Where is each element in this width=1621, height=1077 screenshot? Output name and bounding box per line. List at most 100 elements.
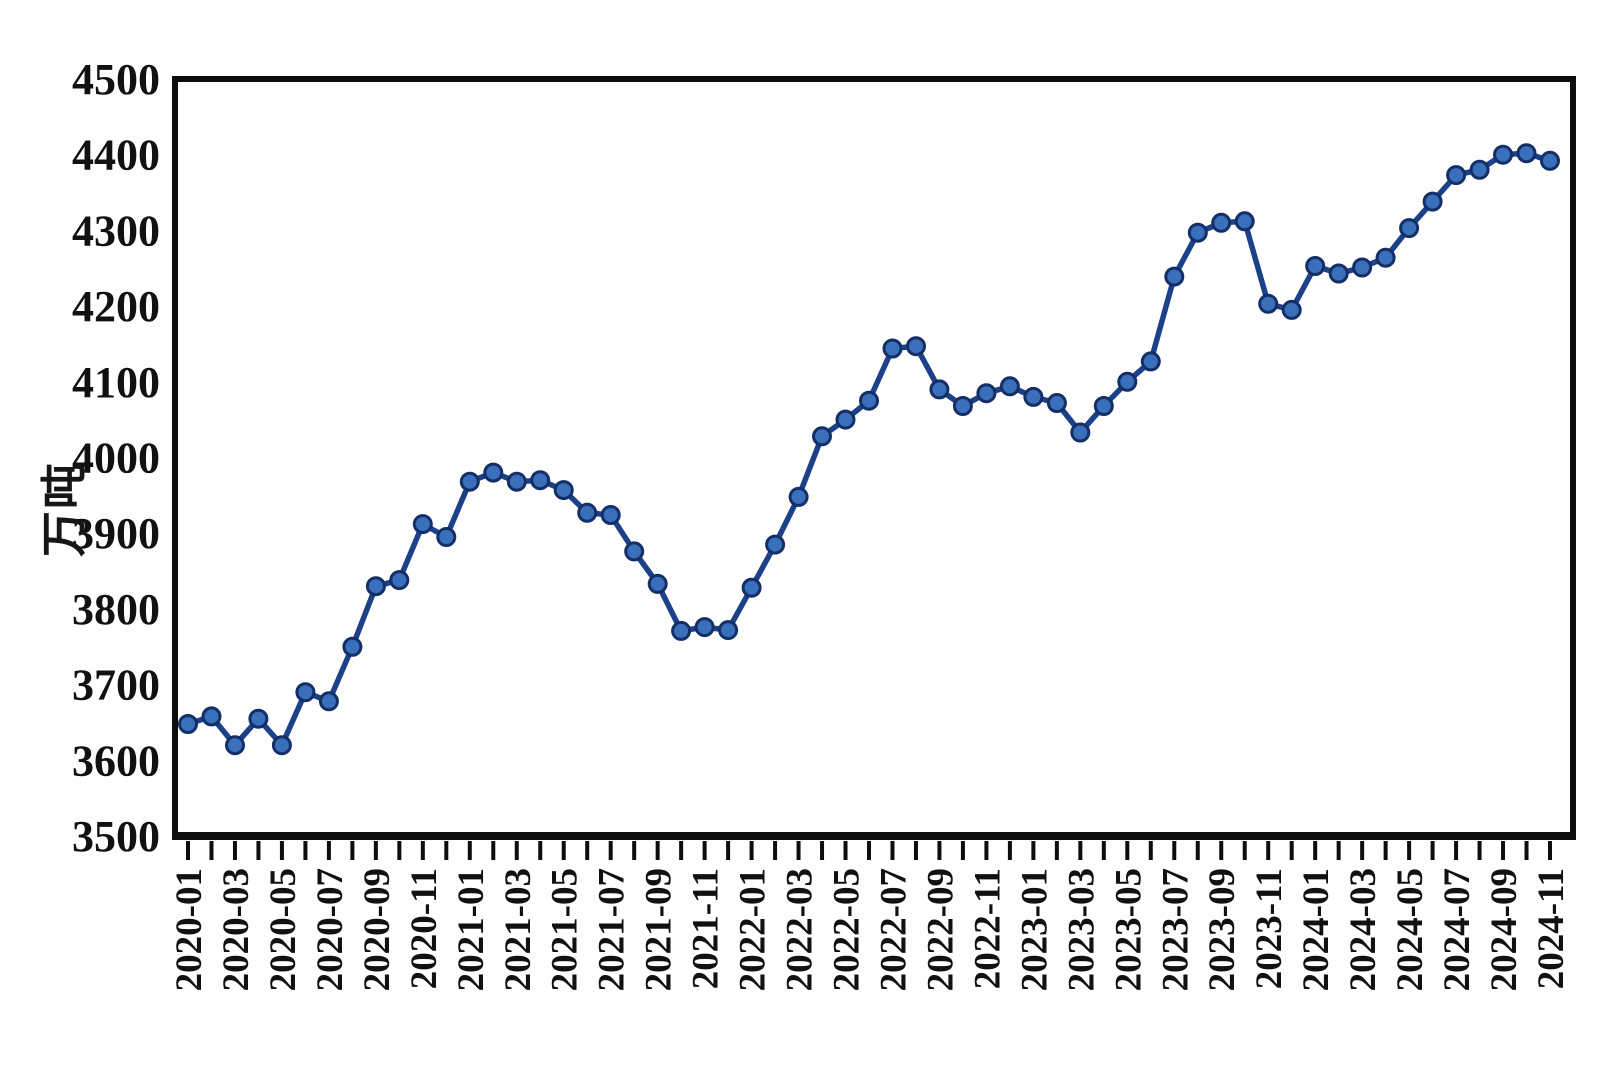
x-axis-tick-label: 2024-11 xyxy=(1531,868,1572,989)
data-point xyxy=(788,486,809,507)
data-point xyxy=(1046,393,1067,413)
data-point xyxy=(1211,212,1232,233)
data-point xyxy=(436,527,457,547)
x-axis-tick-label: 2021-07 xyxy=(592,868,633,991)
x-axis-tick-label: 2020-07 xyxy=(310,868,351,991)
data-point xyxy=(459,471,480,492)
data-point xyxy=(906,336,926,357)
x-axis-tick-label: 2022-09 xyxy=(920,868,961,991)
x-axis-tick-label: 2024-01 xyxy=(1296,868,1337,991)
data-point xyxy=(1281,299,1302,320)
x-axis-tick-label: 2020-03 xyxy=(216,868,257,991)
data-point xyxy=(1399,218,1420,239)
data-point xyxy=(1469,159,1490,180)
x-axis-tick-label: 2023-05 xyxy=(1108,868,1149,991)
x-axis-tick-label: 2023-01 xyxy=(1014,868,1055,991)
x-axis-tick-labels: 2020-01 2020-03 2020-05 2020-07 2020-09 2020-… xyxy=(169,868,1572,991)
x-axis-tick-label: 2020-01 xyxy=(169,868,210,991)
x-axis-tick-label: 2024-07 xyxy=(1437,868,1478,991)
data-point xyxy=(1234,211,1255,232)
data-point xyxy=(178,714,198,734)
x-axis-tick-label: 2022-07 xyxy=(873,868,914,991)
data-point xyxy=(506,471,527,492)
data-point xyxy=(1093,396,1114,416)
data-point xyxy=(952,396,973,416)
x-axis-tick-label: 2021-09 xyxy=(639,868,680,991)
data-point xyxy=(1540,150,1560,171)
data-point xyxy=(600,505,621,525)
x-axis-tick-label: 2020-11 xyxy=(404,868,445,989)
y-axis-tick-label: 4500 xyxy=(72,55,160,104)
x-axis-tick-label: 2022-03 xyxy=(780,868,821,991)
data-point xyxy=(624,541,645,562)
data-point xyxy=(577,502,598,523)
data-point xyxy=(1516,143,1537,164)
data-point xyxy=(1305,256,1326,276)
data-point xyxy=(1023,386,1044,407)
y-axis-tick-label: 4000 xyxy=(72,434,160,483)
data-point xyxy=(553,480,574,501)
data-point xyxy=(647,573,668,594)
data-point xyxy=(812,426,832,447)
x-axis-tick-label: 2021-11 xyxy=(686,868,727,989)
data-point xyxy=(1446,165,1467,186)
data-point xyxy=(859,390,879,411)
x-axis-tick-label: 2024-03 xyxy=(1343,868,1384,991)
data-point xyxy=(929,379,950,400)
data-point xyxy=(248,708,269,729)
x-axis-tick-label: 2021-03 xyxy=(498,868,539,991)
x-axis-tick-label: 2023-09 xyxy=(1202,868,1243,991)
data-point xyxy=(318,691,339,712)
data-point xyxy=(412,514,433,535)
y-axis-tick-label: 3600 xyxy=(72,736,160,785)
data-point xyxy=(1070,422,1091,443)
y-axis-tick-label: 4400 xyxy=(72,131,160,180)
data-point xyxy=(1422,191,1443,212)
trend-line xyxy=(185,150,1553,748)
data-point xyxy=(1493,144,1513,165)
data-point xyxy=(483,462,504,483)
y-axis-title: 万吨 xyxy=(39,461,90,557)
data-point xyxy=(999,376,1020,397)
plot-frame xyxy=(172,76,1576,839)
y-axis-tick-label: 3900 xyxy=(72,509,160,558)
data-point xyxy=(1352,257,1373,278)
data-point xyxy=(389,570,410,591)
y-axis-tick-label: 4200 xyxy=(72,282,160,331)
data-point xyxy=(1375,247,1396,268)
data-point xyxy=(225,735,245,756)
y-axis-tick-label: 3500 xyxy=(72,812,160,861)
plot-frame-group xyxy=(172,76,1576,840)
data-point xyxy=(530,470,551,491)
y-axis-tick-label: 4100 xyxy=(72,358,160,407)
x-axis-tick-label: 2022-05 xyxy=(827,868,868,991)
data-point xyxy=(741,577,762,598)
data-point xyxy=(976,383,997,404)
data-point xyxy=(1140,351,1161,372)
data-point xyxy=(671,620,692,641)
x-axis-tick-label: 2020-05 xyxy=(263,868,304,991)
data-point xyxy=(365,576,386,597)
data-point xyxy=(1328,263,1349,284)
data-series xyxy=(178,143,1560,756)
x-axis-tick-label: 2020-09 xyxy=(357,868,398,991)
x-axis-tick-label: 2024-05 xyxy=(1390,868,1431,991)
data-point xyxy=(1187,222,1208,243)
x-axis-ticks xyxy=(186,841,1552,860)
data-point xyxy=(694,617,715,638)
y-axis-tick-label: 3700 xyxy=(72,661,160,710)
data-point xyxy=(835,409,856,430)
data-point xyxy=(1117,371,1138,392)
data-point xyxy=(1164,266,1185,287)
x-axis-tick-label: 2021-01 xyxy=(451,868,492,991)
data-point xyxy=(765,534,786,555)
data-point xyxy=(271,735,292,756)
y-axis-tick-label: 3800 xyxy=(72,585,160,634)
data-point xyxy=(295,682,316,703)
x-axis-tick-label: 2024-09 xyxy=(1484,868,1525,991)
x-axis-tick-label: 2021-05 xyxy=(545,868,586,991)
y-axis-tick-label: 4300 xyxy=(72,206,160,255)
data-point xyxy=(342,636,363,657)
